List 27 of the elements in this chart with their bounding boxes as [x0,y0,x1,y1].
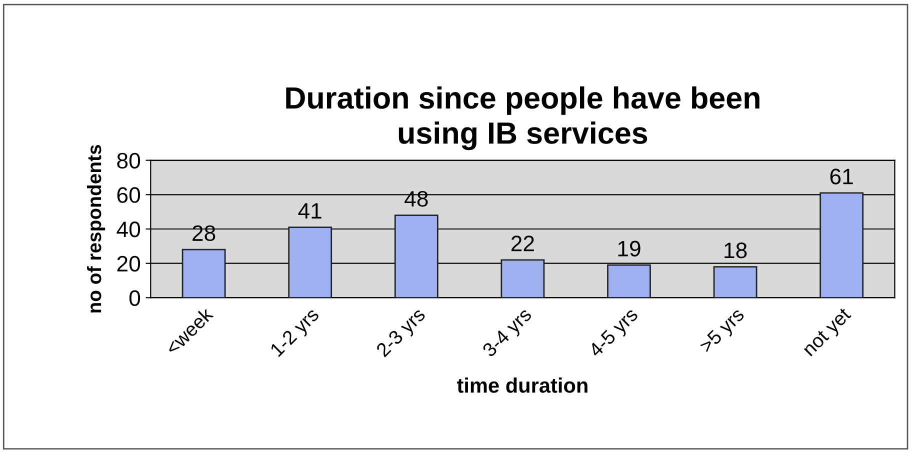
data-label: 22 [511,236,534,252]
y-tick-label: 0 [129,290,140,306]
bar [288,226,332,298]
data-label: 48 [404,190,428,207]
x-tick-label: 4-5 yrs [588,307,642,361]
bar [182,248,226,298]
bar [713,266,758,298]
x-tick-label: 1-2 yrs [269,306,322,360]
x-tick-label: >5 yrs [698,307,748,356]
y-tick-label: 40 [116,222,140,238]
bar [607,264,651,298]
data-label: 61 [830,168,853,184]
y-axis-title: no of respondents [86,144,106,313]
bar [394,214,438,298]
data-label: 41 [298,203,322,219]
x-axis-title: time duration [456,378,588,393]
data-label: 18 [724,242,747,258]
y-tick-label: 80 [117,152,140,169]
x-tick-label: 2-3 yrs [375,306,429,360]
chart-title: Duration since people have been using IB services [286,86,760,150]
bar [820,192,864,298]
y-tick-label: 60 [117,187,140,203]
bar [500,259,545,298]
x-tick-label: not yet [802,307,854,360]
data-label: 19 [618,240,640,257]
y-tick-label: 20 [117,256,140,272]
x-tick-label: 3-4 yrs [482,306,536,360]
